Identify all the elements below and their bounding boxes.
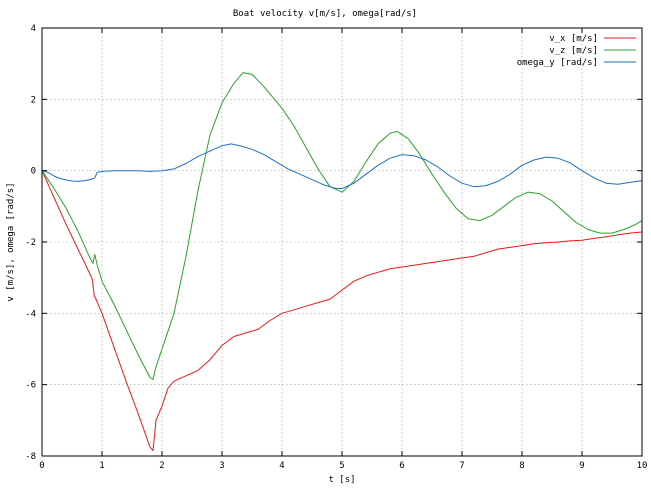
x-tick-label: 0 <box>39 461 44 471</box>
legend: v_x [m/s] v_z [m/s] omega_y [rad/s] <box>517 34 636 68</box>
x-tick-label: 9 <box>579 461 584 471</box>
y-tick-label: -6 <box>25 381 36 391</box>
x-tick-label: 7 <box>459 461 464 471</box>
legend-label: omega_y [rad/s] <box>517 58 598 68</box>
x-tick-label: 1 <box>99 461 104 471</box>
ticks: 0 1 2 3 4 5 6 7 8 9 10 -8 -6 -4 -2 0 2 4 <box>25 24 647 471</box>
series-line-2 <box>41 143 643 189</box>
series-line-1 <box>41 72 643 380</box>
y-tick-label: 4 <box>31 24 36 34</box>
y-axis-label: v [m/s], omega [rad/s] <box>6 182 16 301</box>
x-tick-label: 4 <box>279 461 284 471</box>
legend-label: v_z [m/s] <box>549 46 598 56</box>
series-layer <box>41 72 643 452</box>
y-tick-label: -4 <box>25 309 36 319</box>
x-axis-label: t [s] <box>328 475 355 485</box>
x-tick-label: 8 <box>519 461 524 471</box>
x-tick-label: 5 <box>339 461 344 471</box>
y-tick-label: -2 <box>25 238 36 248</box>
chart-title: Boat velocity v[m/s], omega[rad/s] <box>233 9 417 19</box>
x-tick-label: 2 <box>159 461 164 471</box>
x-tick-label: 10 <box>637 461 648 471</box>
y-tick-label: 2 <box>31 95 36 105</box>
y-tick-label: -8 <box>25 452 36 462</box>
series-line-0 <box>41 170 643 452</box>
x-tick-label: 3 <box>219 461 224 471</box>
x-tick-label: 6 <box>399 461 404 471</box>
y-tick-label: 0 <box>31 167 36 177</box>
legend-label: v_x [m/s] <box>549 34 598 44</box>
